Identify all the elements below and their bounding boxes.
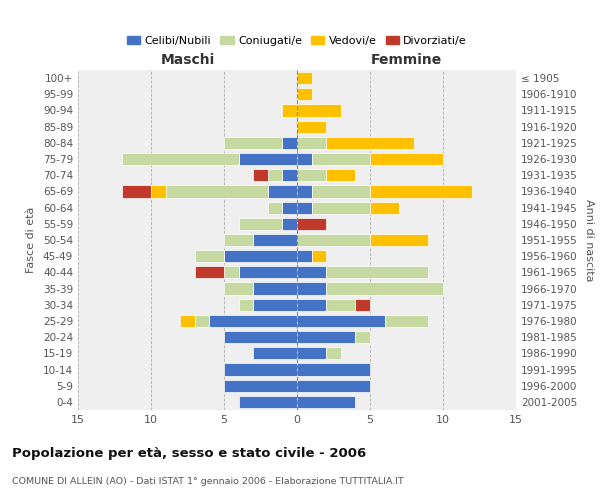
Bar (239, 266, 297, 278)
Bar (326, 348, 341, 360)
Bar (195, 266, 224, 278)
Bar (283, 169, 297, 181)
Bar (283, 104, 297, 117)
Bar (224, 282, 253, 294)
Bar (297, 202, 311, 213)
Bar (297, 315, 385, 327)
Bar (385, 315, 428, 327)
Bar (326, 137, 414, 149)
Bar (268, 186, 297, 198)
Bar (224, 331, 297, 343)
Bar (268, 169, 283, 181)
Bar (297, 282, 326, 294)
Text: COMUNE DI ALLEIN (AO) - Dati ISTAT 1° gennaio 2006 - Elaborazione TUTTITALIA.IT: COMUNE DI ALLEIN (AO) - Dati ISTAT 1° ge… (12, 478, 404, 486)
Bar (326, 169, 355, 181)
Text: Maschi: Maschi (160, 53, 215, 67)
Bar (297, 380, 370, 392)
Bar (355, 298, 370, 311)
Bar (355, 331, 370, 343)
Bar (239, 396, 297, 408)
Bar (370, 186, 472, 198)
Bar (166, 186, 268, 198)
Bar (297, 186, 311, 198)
Bar (224, 137, 283, 149)
Bar (122, 186, 151, 198)
Bar (311, 202, 370, 213)
Bar (224, 250, 297, 262)
Bar (297, 250, 311, 262)
Bar (326, 298, 355, 311)
Bar (180, 315, 195, 327)
Bar (224, 364, 297, 376)
Bar (253, 348, 297, 360)
Text: Popolazione per età, sesso e stato civile - 2006: Popolazione per età, sesso e stato civil… (12, 448, 366, 460)
Bar (195, 250, 224, 262)
Bar (297, 364, 370, 376)
Bar (297, 348, 326, 360)
Bar (151, 186, 166, 198)
Bar (253, 234, 297, 246)
Bar (297, 234, 370, 246)
Bar (297, 396, 355, 408)
Bar (297, 88, 311, 101)
Bar (268, 202, 283, 213)
Bar (224, 380, 297, 392)
Bar (283, 137, 297, 149)
Bar (297, 72, 311, 84)
Bar (253, 169, 268, 181)
Bar (224, 266, 239, 278)
Text: Femmine: Femmine (371, 53, 442, 67)
Bar (209, 315, 297, 327)
Bar (253, 298, 297, 311)
Bar (297, 266, 326, 278)
Bar (297, 169, 326, 181)
Bar (326, 282, 443, 294)
Y-axis label: Anni di nascita: Anni di nascita (584, 198, 594, 281)
Bar (297, 104, 341, 117)
Bar (297, 218, 326, 230)
Bar (297, 331, 355, 343)
Bar (326, 266, 428, 278)
Bar (283, 202, 297, 213)
Bar (297, 137, 326, 149)
Bar (224, 234, 253, 246)
Bar (297, 153, 311, 165)
Bar (122, 153, 239, 165)
Y-axis label: Fasce di età: Fasce di età (26, 207, 36, 273)
Bar (297, 298, 326, 311)
Bar (297, 120, 326, 132)
Legend: Celibi/Nubili, Coniugati/e, Vedovi/e, Divorziati/e: Celibi/Nubili, Coniugati/e, Vedovi/e, Di… (122, 32, 472, 50)
Bar (239, 218, 283, 230)
Bar (283, 218, 297, 230)
Bar (311, 250, 326, 262)
Bar (311, 153, 370, 165)
Bar (195, 315, 209, 327)
Bar (239, 153, 297, 165)
Bar (370, 234, 428, 246)
Bar (253, 282, 297, 294)
Bar (370, 153, 443, 165)
Bar (311, 186, 370, 198)
Bar (370, 202, 399, 213)
Bar (239, 298, 253, 311)
